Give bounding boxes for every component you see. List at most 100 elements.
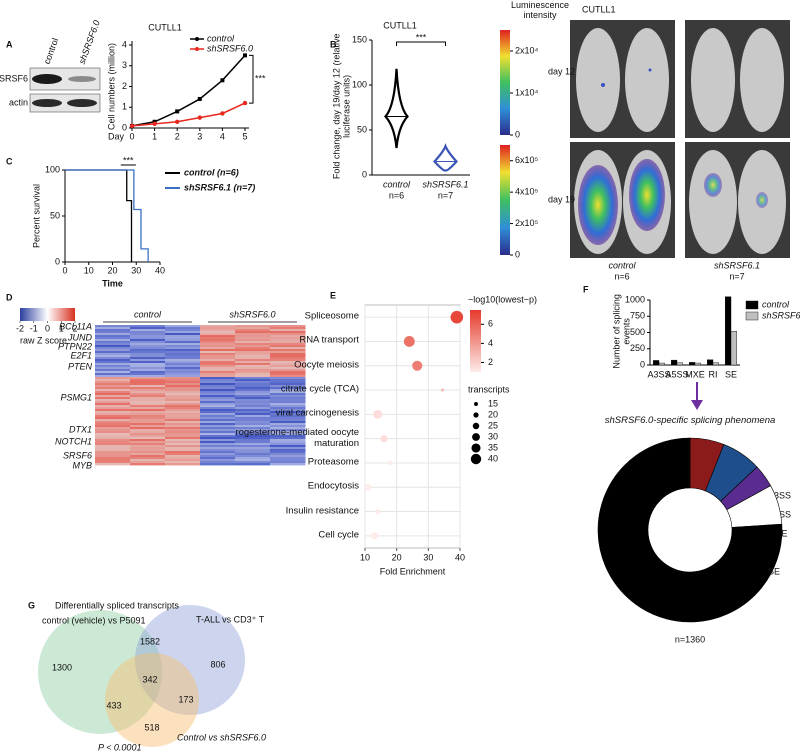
heatmap-cell [130,341,166,344]
heatmap-cell [200,457,236,460]
y-axis-label: Percent survival [31,184,41,248]
colorbar-tick-label: 4x10⁵ [515,187,539,197]
heatmap-cell [165,357,201,360]
heatmap-cell [200,443,236,446]
heatmap-cell [165,327,201,330]
violin-body [433,143,458,172]
heatmap-cell [165,375,201,378]
mouse [625,28,669,132]
heatmap-cell [235,401,271,404]
venn-count: 806 [210,659,225,669]
heatmap-cell [270,383,306,386]
heatmap-cell [95,359,131,362]
heatmap-cell [95,403,131,406]
heatmap-cell [200,339,236,342]
heatmap-cell [95,349,131,352]
heatmap-cell [200,403,236,406]
heatmap-cell [95,333,131,336]
heatmap-cell [165,345,201,348]
x-tick-label: 3 [197,131,202,141]
x-tick-label: 10 [84,265,94,275]
size-legend-label: 25 [488,420,498,430]
heatmap-cell [95,371,131,374]
size-legend-marker [472,422,480,430]
heatmap-cell [130,405,166,408]
heatmap-cell [235,363,271,366]
y-tick-label: 50 [50,210,60,220]
heatmap-cell [130,435,166,438]
heatmap-cell [165,463,201,466]
heatmap-cell [270,453,306,456]
y-axis-label: Cell numbers (million) [106,43,116,130]
gene-label: SRSF6 [63,450,92,460]
heatmap-cell [200,401,236,404]
heatmap-cell [235,385,271,388]
heatmap-cell [270,405,306,408]
heatmap-cell [95,331,131,334]
heatmap-cell [165,437,201,440]
x-tick-label: 1 [152,131,157,141]
heatmap-cell [165,361,201,364]
heatmap-cell [270,409,306,412]
heatmap-cell [165,333,201,336]
heatmap-cell [95,413,131,416]
heatmap-cell [270,427,306,430]
gene-label: NOTCH1 [55,436,92,446]
heatmap-cell [235,371,271,374]
heatmap-cell [165,353,201,356]
data-point [242,100,248,106]
heatmap-cell [270,441,306,444]
heatmap-cell [235,459,271,462]
heatmap-cell [270,461,306,464]
heatmap-cell [165,363,201,366]
column-label: control [134,309,162,319]
venn-set [105,653,199,747]
heatmap-cell [95,437,131,440]
heatmap-cell [200,407,236,410]
heatmap-cell [200,451,236,454]
heatmap-cell [95,405,131,408]
legend-swatch [745,300,759,310]
y-tick-label: RNA transport [299,334,359,346]
group-n: n=6 [614,271,629,281]
mouse [576,28,620,132]
heatmap-cell [165,399,201,402]
gene-label: PTEN [68,361,93,371]
heatmap-cell [235,347,271,350]
heatmap-cell [270,429,306,432]
heatmap-cell [95,463,131,466]
size-legend-label: 35 [488,442,498,452]
heatmap-cell [165,359,201,362]
heatmap-cell [130,415,166,418]
heatmap-cell [95,389,131,392]
heatmap-cell [130,419,166,422]
blot-lane-label: control [42,37,61,66]
heatmap-cell [130,455,166,458]
heatmap-cell [270,463,306,466]
heatmap-cell [200,367,236,370]
heatmap-cell [165,397,201,400]
blot-band [67,99,97,107]
heatmap-cell [130,411,166,414]
heatmap-cell [165,325,201,328]
heatmap-cell [130,359,166,362]
heatmap-cell [130,333,166,336]
colorbar-title: Luminescence intensity [510,0,570,21]
y-tick-label: 150 [352,34,367,44]
heatmap-cell [235,407,271,410]
heatmap-cell [270,439,306,442]
y-axis-label: Number of splicing events [611,293,632,369]
heatmap-cell [95,399,131,402]
heatmap-cell [235,341,271,344]
heatmap-cell [165,329,201,332]
scale-label: raw Z score [20,335,67,345]
group-label: shSRSF6.1 [714,260,760,270]
heatmap-cell [235,329,271,332]
heatmap-cell [235,413,271,416]
gene-label: BCL11A [59,321,92,331]
heatmap-cell [270,459,306,462]
size-legend-label: 15 [488,398,498,408]
heatmap-cell [270,445,306,448]
heatmap-cell [130,369,166,372]
heatmap-cell [235,375,271,378]
